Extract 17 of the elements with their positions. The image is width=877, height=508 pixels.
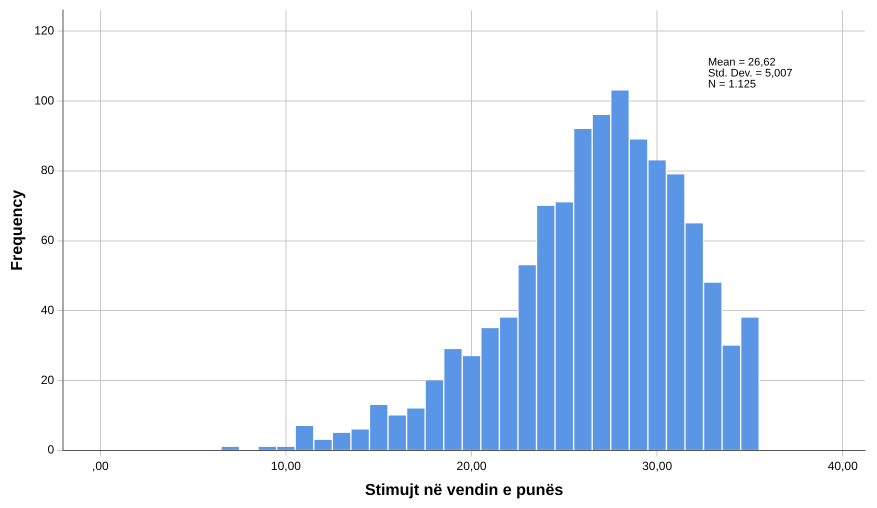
annotation: Std. Dev. = 5,007	[708, 68, 792, 80]
y-tick-label: 100	[34, 93, 55, 108]
y-axis-title: Frequency	[9, 190, 26, 271]
x-axis-title: Stimujt në vendin e punës	[364, 482, 564, 499]
x-tick-label: 20,00	[456, 458, 487, 473]
x-tick-label: 10,00	[270, 458, 302, 473]
y-tick-label: 80	[40, 163, 55, 178]
x-tick-label: 30,00	[642, 458, 672, 473]
y-tick-label: 40	[40, 302, 55, 317]
y-tick-label: 20	[40, 372, 55, 387]
y-tick-label: 0	[48, 442, 55, 457]
annotation: Mean = 26,62	[708, 56, 776, 69]
annotation: N = 1.125	[708, 78, 756, 91]
y-tick-label: 120	[34, 23, 55, 38]
y-tick-label: 60	[40, 233, 55, 248]
x-tick-label: ,00	[92, 458, 110, 473]
x-tick-label: 40,00	[828, 458, 858, 473]
